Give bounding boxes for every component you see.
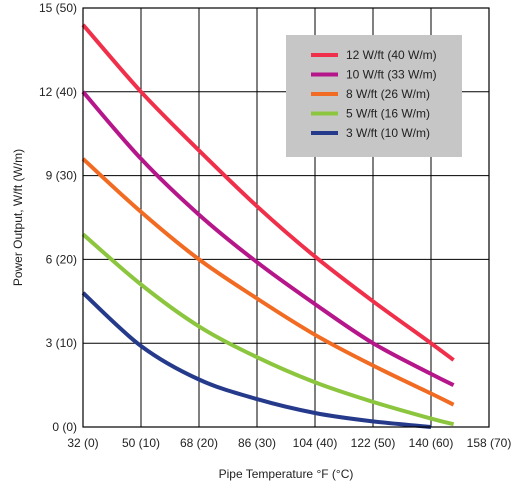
x-axis-label: Pipe Temperature °F (°C) bbox=[219, 467, 354, 481]
series-line bbox=[81, 291, 432, 429]
y-tick-label: 3 (10) bbox=[46, 336, 77, 350]
legend-label: 12 W/ft (40 W/m) bbox=[346, 48, 437, 62]
y-axis-label: Power Output, W/ft (W/m) bbox=[11, 149, 25, 286]
x-tick-label: 122 (50) bbox=[351, 436, 396, 450]
legend-label: 3 W/ft (10 W/m) bbox=[346, 126, 430, 140]
x-tick-label: 140 (60) bbox=[409, 436, 454, 450]
legend-label: 8 W/ft (26 W/m) bbox=[346, 87, 430, 101]
y-tick-label: 12 (40) bbox=[39, 85, 77, 99]
series-line bbox=[81, 232, 455, 427]
x-tick-label: 104 (40) bbox=[293, 436, 338, 450]
legend: 12 W/ft (40 W/m) 10 W/ft (33 W/m) 8 W/ft (… bbox=[286, 35, 462, 157]
y-tick-label: 6 (20) bbox=[46, 252, 77, 266]
x-tick-label: 32 (0) bbox=[67, 436, 98, 450]
x-tick-labels: 32 (0) 50 (10) 68 (20) 86 (30) 104 (40) 122 (… bbox=[67, 436, 511, 450]
x-tick-label: 50 (10) bbox=[122, 436, 160, 450]
y-tick-label: 9 (30) bbox=[46, 169, 77, 183]
series-lines bbox=[81, 23, 455, 429]
x-tick-label: 68 (20) bbox=[180, 436, 218, 450]
y-tick-label: 0 (0) bbox=[52, 420, 77, 434]
legend-label: 10 W/ft (33 W/m) bbox=[346, 68, 437, 82]
plot-frame bbox=[82, 7, 490, 428]
x-tick-label: 86 (30) bbox=[238, 436, 276, 450]
series-line bbox=[81, 157, 455, 407]
legend-label: 5 W/ft (16 W/m) bbox=[346, 107, 430, 121]
series-line bbox=[81, 90, 455, 387]
y-tick-labels: 0 (0) 3 (10) 6 (20) 9 (30) 12 (40) 15 (50) bbox=[39, 1, 77, 434]
x-tick-label: 158 (70) bbox=[467, 436, 512, 450]
y-tick-label: 15 (50) bbox=[39, 1, 77, 15]
series-line bbox=[81, 23, 455, 362]
